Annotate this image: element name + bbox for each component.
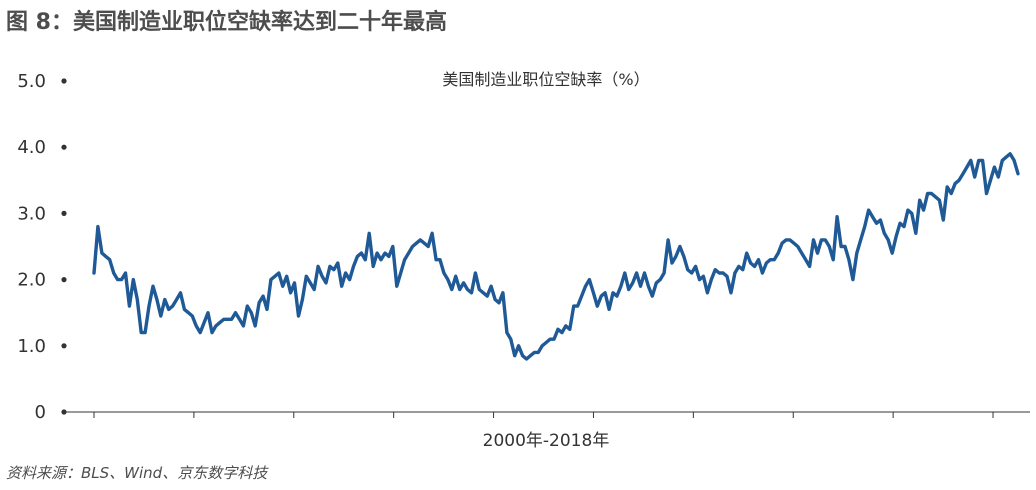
y-tick-mark [61, 210, 67, 216]
series-line [92, 152, 1020, 361]
y-tick-label: 1.0 [17, 336, 46, 357]
y-tick-mark [61, 78, 67, 84]
y-tick-mark [61, 343, 67, 349]
series-title: 美国制造业职位空缺率（%） [442, 70, 649, 89]
axes: 0 1.0 2.0 3.0 4.0 5.0 [17, 71, 1030, 423]
y-tick-label: 0 [35, 402, 46, 423]
y-tick-mark [61, 409, 67, 415]
y-tick-label: 4.0 [17, 137, 46, 158]
y-tick-label: 3.0 [17, 203, 46, 224]
x-axis-label: 2000年-2018年 [483, 431, 610, 451]
figure-title: 图 8：美国制造业职位空缺率达到二十年最高 [6, 10, 447, 35]
y-tick-mark [61, 277, 67, 283]
series-layer [92, 152, 1020, 361]
figure-source: 资料来源：BLS、Wind、京东数字科技 [6, 464, 268, 482]
y-tick-label: 2.0 [17, 270, 46, 291]
y-tick-mark [61, 144, 67, 150]
y-tick-label: 5.0 [17, 71, 46, 92]
